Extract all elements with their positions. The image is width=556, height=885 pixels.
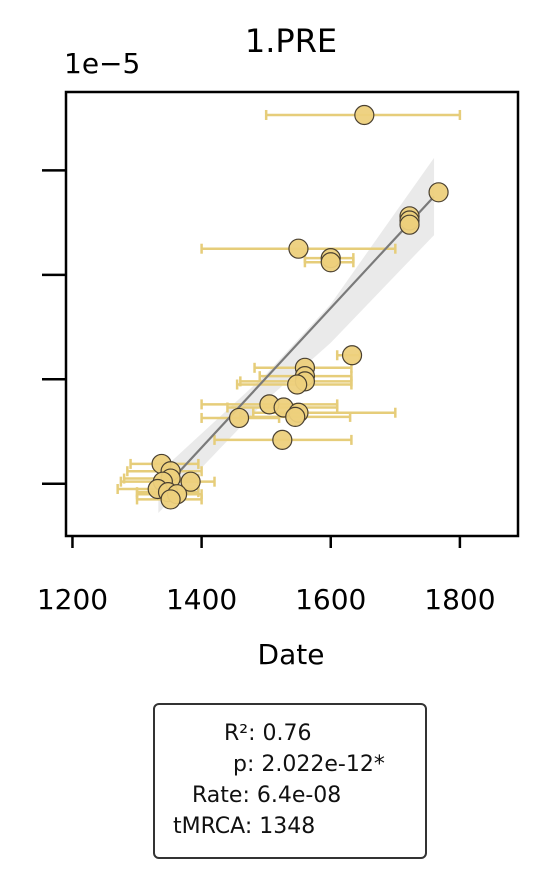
data-point <box>272 429 293 450</box>
x-tick-label: 1400 <box>166 583 237 616</box>
data-point <box>160 489 181 510</box>
rate-value: Rate: 6.4e-08 <box>192 783 342 808</box>
y-scale-label: 1e−5 <box>64 47 140 80</box>
regression-line-layer <box>157 195 435 495</box>
p-value: p: 2.022e-12* <box>233 752 385 777</box>
x-tick-label: 1800 <box>424 583 495 616</box>
data-point <box>288 238 309 259</box>
x-tick-label: 1200 <box>37 583 108 616</box>
data-point <box>228 407 250 429</box>
data-point <box>341 345 363 366</box>
x-axis: 1200 1400 1600 1800 <box>37 536 496 616</box>
y-axis <box>42 169 66 486</box>
confidence-band-layer <box>158 157 435 514</box>
data-point <box>354 104 375 126</box>
data-point <box>180 471 201 492</box>
confidence-band <box>158 157 435 514</box>
plot-frame <box>64 90 520 538</box>
regression-line <box>157 195 435 495</box>
data-point <box>428 182 449 203</box>
tmrca-value: tMRCA: 1348 <box>173 814 316 839</box>
r2-value: R²: 0.76 <box>224 721 312 746</box>
x-tick-label: 1600 <box>295 583 366 616</box>
scatter-chart: 1.PRE 1e−5 1200 1400 1600 1800 Date <box>37 22 520 671</box>
chart-title: 1.PRE <box>245 22 337 60</box>
data-point <box>285 406 306 428</box>
x-axis-label: Date <box>258 638 325 671</box>
data-point <box>320 252 341 273</box>
stats-legend-box: R²: 0.76 p: 2.022e-12* Rate: 6.4e-08 tMR… <box>153 703 427 859</box>
data-point <box>399 214 420 235</box>
data-point <box>287 374 308 395</box>
point-layer <box>147 104 449 510</box>
